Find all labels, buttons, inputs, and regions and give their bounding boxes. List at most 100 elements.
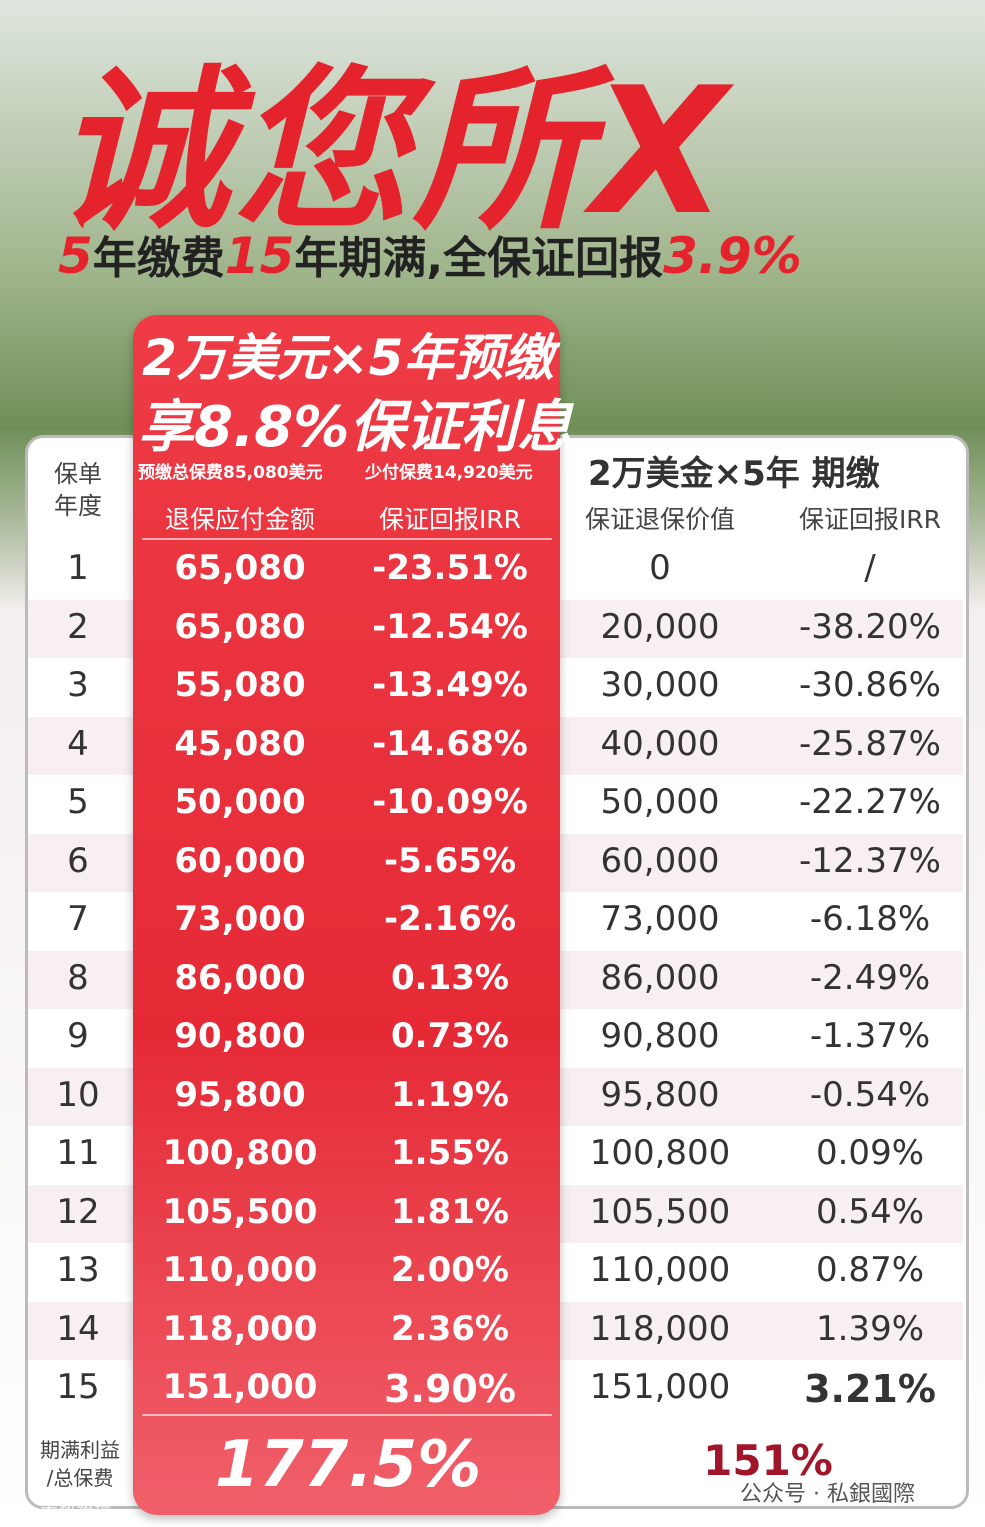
table-cell: -23.51% <box>372 548 528 588</box>
table-cell: 1.81% <box>391 1191 509 1232</box>
table-cell: 1 <box>67 548 89 588</box>
table-cell: -13.49% <box>372 665 528 705</box>
table-cell: 105,500 <box>162 1191 318 1232</box>
text: 保单 <box>54 460 102 488</box>
title: 诚您所X <box>55 51 731 254</box>
table-cell: 86,000 <box>174 957 306 998</box>
table-cell: 60,000 <box>600 840 720 881</box>
table-cell: -2.16% <box>383 899 517 939</box>
subtitle-part: 年缴费 <box>92 233 225 284</box>
subtitle-part: 年期满,全保证回报 <box>294 233 664 284</box>
column-header: 保证退保价值 <box>584 505 736 534</box>
divider <box>142 1414 552 1416</box>
promo-note: 少付保费14,920美元 <box>365 463 533 483</box>
text: 年度 <box>54 492 102 520</box>
table-cell: 8 <box>67 957 89 998</box>
column-header: 退保应付金额 <box>164 505 316 534</box>
table-cell: -12.54% <box>372 606 528 647</box>
table-cell: 118,000 <box>162 1308 318 1349</box>
table-cell: 1.19% <box>391 1074 509 1115</box>
column-header: 保证回报IRR <box>378 505 522 534</box>
table-cell: 90,800 <box>174 1016 306 1056</box>
table-cell: 9 <box>67 1016 89 1056</box>
text: /总保费 <box>46 1466 114 1490</box>
table-cell: 73,000 <box>600 899 720 939</box>
text: 期满利益 <box>40 1438 120 1462</box>
table-cell: 100,800 <box>589 1133 731 1173</box>
table-cell: 0.73% <box>391 1016 509 1056</box>
table-cell: 3 <box>67 665 89 705</box>
table-cell: 10 <box>56 1074 100 1115</box>
table-cell: 2.36% <box>391 1308 509 1349</box>
table-cell: 0.54% <box>815 1191 925 1232</box>
table-cell: 50,000 <box>600 782 720 822</box>
table-cell: 73,000 <box>174 899 306 939</box>
table-cell: 86,000 <box>600 957 720 998</box>
table-cell: 30,000 <box>600 665 720 705</box>
table-cell: -25.87% <box>799 723 941 764</box>
table-cell: 13 <box>56 1250 100 1290</box>
table-cell: -12.37% <box>799 840 941 881</box>
table-cell: 7 <box>67 899 89 939</box>
footer-left: 177.5% <box>214 1428 482 1502</box>
table-cell: 15 <box>56 1367 100 1407</box>
table-cell: -5.65% <box>383 840 517 881</box>
table-cell: 0.87% <box>815 1250 925 1290</box>
table-cell: 90,800 <box>600 1016 720 1056</box>
table-cell: -38.20% <box>799 606 941 647</box>
table-cell: -0.54% <box>809 1074 931 1115</box>
table-cell: 0.13% <box>391 957 509 998</box>
watermark: 大数跨境 <box>40 1501 112 1522</box>
table-cell: 0.09% <box>815 1133 925 1173</box>
table-cell: 3.90% <box>384 1367 516 1411</box>
table-cell: / <box>864 548 876 588</box>
divider <box>142 538 552 540</box>
table-cell: 95,800 <box>600 1074 720 1115</box>
table-cell: 110,000 <box>589 1250 731 1290</box>
table-cell: -22.27% <box>799 782 941 822</box>
subtitle-part: 5 <box>58 227 93 285</box>
promo-note: 预缴总保费85,080美元 <box>138 463 323 483</box>
table-cell: -1.37% <box>809 1016 931 1056</box>
table-cell: 95,800 <box>174 1074 306 1115</box>
subtitle-part: 15 <box>224 227 295 285</box>
table-cell: 60,000 <box>174 840 306 881</box>
footer-label: 期满利益/总保费 <box>40 1436 120 1492</box>
table-cell: 1.55% <box>391 1133 509 1173</box>
red-panel <box>133 315 560 1515</box>
table-cell: 151,000 <box>589 1367 731 1407</box>
year-header: 保单 年度 <box>54 458 102 522</box>
table-cell: 55,080 <box>174 665 306 705</box>
table-cell: -6.18% <box>809 899 931 939</box>
table-cell: 12 <box>56 1191 100 1232</box>
table-cell: 50,000 <box>174 782 306 822</box>
table-cell: 151,000 <box>162 1367 318 1407</box>
table-cell: -30.86% <box>799 665 941 705</box>
footer-right: 151% <box>703 1436 833 1485</box>
watermark: 公众号 · 私銀國際 <box>740 1482 915 1507</box>
table-cell: 65,080 <box>174 548 306 588</box>
table-cell: 20,000 <box>600 606 720 647</box>
table-cell: 2 <box>67 606 89 647</box>
right-title: 2万美金×5年 期缴 <box>588 454 880 494</box>
promo-line: 2万美元×5年预缴 <box>142 329 554 387</box>
table-cell: 6 <box>67 840 89 881</box>
table-cell: 14 <box>56 1308 100 1349</box>
table-cell: -10.09% <box>372 782 528 822</box>
table-cell: 100,800 <box>162 1133 318 1173</box>
subtitle-part: 3.9% <box>663 227 802 285</box>
table-cell: 2.00% <box>391 1250 509 1290</box>
table-cell: 11 <box>56 1133 100 1173</box>
table-cell: 5 <box>67 782 89 822</box>
table-cell: -2.49% <box>809 957 931 998</box>
table-cell: 110,000 <box>162 1250 318 1290</box>
table-cell: 1.39% <box>815 1308 925 1349</box>
table-cell: -14.68% <box>372 723 528 764</box>
promo-line: 享8.8%保证利息 <box>138 395 574 460</box>
table-cell: 0 <box>649 548 671 588</box>
table-cell: 105,500 <box>589 1191 731 1232</box>
table-cell: 4 <box>67 723 89 764</box>
table-cell: 3.21% <box>804 1367 936 1411</box>
table-cell: 118,000 <box>589 1308 731 1349</box>
table-cell: 65,080 <box>174 606 306 647</box>
